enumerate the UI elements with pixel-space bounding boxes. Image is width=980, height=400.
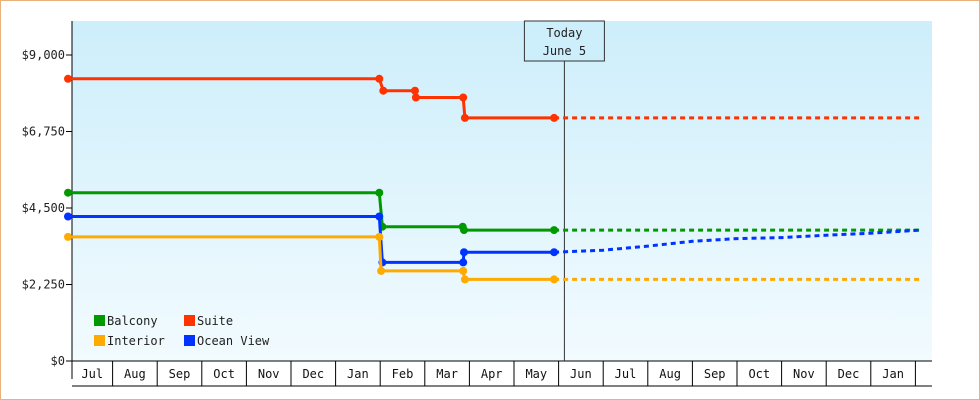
series-interior-point-5 [550, 275, 559, 284]
series-balcony-point-0 [64, 188, 72, 197]
series-suite-point-5 [459, 93, 468, 102]
series-suite-point-7 [550, 113, 559, 122]
y-tick-label-2: $4,500 [22, 201, 65, 215]
legend: Balcony Suite Interior Ocean View [94, 314, 270, 348]
month-label-5: Dec [302, 367, 324, 381]
legend-label-suite: Suite [197, 314, 233, 328]
series-ocean-view-point-1 [375, 212, 384, 221]
legend-swatch-suite [184, 315, 195, 326]
legend-swatch-balcony [94, 315, 105, 326]
y-tick-label-1: $2,250 [22, 278, 65, 292]
series-suite-point-1 [375, 74, 384, 83]
month-label-10: May [525, 367, 547, 381]
today-marker: Today June 5 [523, 20, 605, 361]
month-label-8: Mar [436, 367, 458, 381]
today-label-line1: Today [546, 26, 582, 40]
series-ocean-view-forecast [554, 228, 920, 254]
month-label-7: Feb [392, 367, 414, 381]
plot-area [72, 21, 932, 361]
series-balcony-point-5 [550, 226, 559, 235]
today-box [523, 20, 605, 62]
legend-label-balcony: Balcony [107, 314, 158, 328]
month-label-16: Nov [793, 367, 815, 381]
series-ocean-view-point-4 [460, 248, 468, 257]
series-ocean-view-point-0 [64, 212, 72, 221]
month-label-14: Sep [704, 367, 726, 381]
y-axis: $0 $2,250 $4,500 $6,750 $9,000 [22, 21, 73, 379]
x-axis: Jul Aug Sep Oct Nov Dec Jan Feb Mar Apr May Jun Jul A… [72, 360, 932, 387]
series-interior-point-3 [459, 266, 468, 275]
month-label-9: Apr [481, 367, 503, 381]
legend-label-interior: Interior [107, 334, 165, 348]
series-suite-point-2 [379, 86, 388, 95]
legend-swatch-interior [94, 335, 105, 346]
series-balcony-point-1 [375, 188, 384, 197]
month-label-15: Oct [748, 367, 770, 381]
month-label-6: Jan [347, 367, 369, 381]
series-interior-point-0 [64, 232, 72, 241]
series-interior [64, 232, 920, 284]
month-label-0: Jul [81, 367, 103, 381]
y-tick-label-4: $9,000 [22, 48, 65, 62]
series-suite-point-6 [460, 113, 469, 122]
month-label-3: Oct [213, 367, 235, 381]
month-label-4: Nov [258, 367, 280, 381]
series-interior-line [68, 235, 555, 281]
month-label-1: Aug [124, 367, 146, 381]
series-layer [64, 74, 920, 284]
series-ocean-view [64, 212, 920, 267]
legend-swatch-ocean-view [184, 335, 195, 346]
series-suite [64, 74, 920, 122]
series-ocean-view-point-3 [459, 258, 468, 267]
series-balcony-point-4 [460, 226, 468, 235]
series-suite-point-4 [411, 93, 420, 102]
series-interior-point-1 [375, 232, 384, 241]
today-label-line2: June 5 [543, 44, 586, 58]
month-label-17: Dec [838, 367, 860, 381]
series-ocean-view-line [68, 215, 555, 264]
legend-label-ocean-view: Ocean View [197, 334, 270, 348]
y-tick-label-0: $0 [51, 354, 65, 368]
series-interior-point-2 [377, 266, 386, 275]
month-label-12: Jul [615, 367, 637, 381]
series-suite-point-0 [64, 74, 72, 83]
month-label-18: Jan [882, 367, 904, 381]
series-suite-point-3 [411, 86, 419, 95]
series-balcony-line [68, 191, 555, 232]
month-label-11: Jun [570, 367, 592, 381]
month-label-2: Sep [169, 367, 191, 381]
month-label-13: Aug [659, 367, 681, 381]
series-ocean-view-point-5 [550, 248, 559, 257]
series-interior-point-4 [460, 275, 469, 284]
y-tick-label-3: $6,750 [22, 125, 65, 139]
